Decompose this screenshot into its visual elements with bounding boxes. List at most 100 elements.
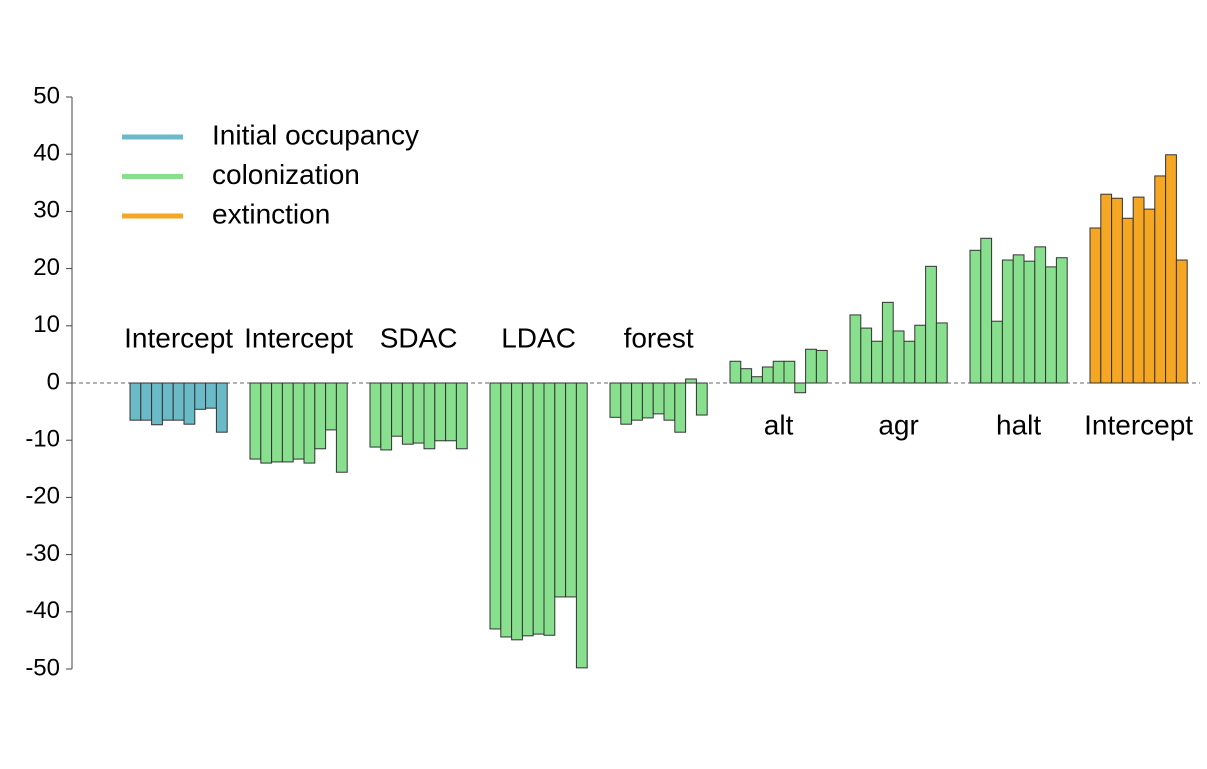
bar	[925, 265, 937, 384]
y-tick-label: -20	[25, 483, 60, 510]
bar	[980, 237, 993, 384]
bar	[455, 382, 468, 450]
bar	[641, 382, 654, 419]
bar	[1055, 257, 1068, 384]
bar	[369, 382, 382, 448]
group-label: forest	[624, 322, 694, 353]
y-tick-label: 50	[33, 82, 60, 109]
bar	[172, 382, 185, 421]
bar	[205, 382, 217, 409]
bar	[685, 378, 697, 384]
bar	[794, 382, 807, 394]
y-tick-label: -50	[25, 654, 60, 681]
bar	[281, 382, 294, 463]
group-label: Intercept	[124, 322, 233, 353]
bar	[183, 382, 196, 425]
bar	[1100, 193, 1113, 384]
bar	[151, 382, 163, 426]
bar	[1132, 196, 1145, 384]
bar	[271, 382, 283, 463]
bar	[249, 382, 262, 460]
bar	[892, 330, 905, 384]
y-tick-label: 40	[33, 140, 60, 167]
group-label: LDAC	[501, 322, 576, 353]
bar	[772, 360, 785, 384]
bar	[194, 382, 207, 410]
bar	[1121, 217, 1134, 384]
bar	[1154, 175, 1167, 384]
bar	[543, 382, 556, 636]
bar	[631, 382, 643, 421]
bar	[674, 382, 687, 433]
bar	[391, 382, 403, 437]
bar	[729, 360, 742, 384]
bar	[325, 382, 337, 431]
bar	[871, 340, 883, 384]
bar	[445, 382, 457, 442]
bar	[140, 382, 153, 421]
bar	[740, 368, 753, 384]
bar	[991, 320, 1003, 384]
y-tick-label: 30	[33, 197, 60, 224]
bar	[751, 376, 763, 384]
group-label: SDAC	[380, 322, 458, 353]
bar	[565, 382, 577, 598]
bar	[1143, 208, 1156, 384]
bar	[401, 382, 414, 445]
y-tick-label: -30	[25, 540, 60, 567]
bar	[521, 382, 534, 637]
bar	[1012, 254, 1025, 384]
bar	[903, 340, 916, 384]
bar	[609, 382, 622, 418]
bar	[1175, 259, 1188, 384]
bar	[881, 301, 894, 384]
bar	[575, 382, 588, 669]
bar	[412, 382, 425, 444]
legend-label: Initial occupancy	[212, 119, 419, 150]
bar	[423, 382, 436, 450]
bar	[1165, 154, 1177, 384]
bar	[489, 382, 502, 630]
legend-label: extinction	[212, 198, 330, 229]
bar	[260, 382, 273, 464]
bar	[663, 382, 676, 421]
y-tick-label: -40	[25, 597, 60, 624]
bar	[1089, 227, 1102, 384]
bar	[380, 382, 393, 451]
legend-label: colonization	[212, 159, 360, 190]
bar	[860, 327, 873, 384]
bar	[500, 382, 513, 638]
bar	[434, 382, 447, 442]
bar	[303, 382, 316, 464]
bar	[1023, 260, 1036, 384]
bar	[761, 366, 774, 384]
bar	[1111, 197, 1123, 384]
y-tick-label: 0	[47, 368, 60, 395]
group-label: agr	[878, 409, 918, 440]
y-tick-label: -10	[25, 426, 60, 453]
bar	[1045, 266, 1057, 384]
bar	[620, 382, 633, 425]
bar	[805, 348, 817, 384]
bar	[129, 382, 142, 421]
group-label: Intercept	[244, 322, 353, 353]
bar	[314, 382, 327, 450]
bar	[849, 314, 862, 384]
bar	[532, 382, 545, 635]
bar	[783, 360, 796, 384]
group-label: alt	[764, 409, 794, 440]
bar	[511, 382, 523, 641]
bar	[292, 382, 305, 460]
bar	[215, 382, 228, 433]
y-tick-label: 20	[33, 254, 60, 281]
bar	[914, 324, 927, 384]
bar	[1001, 259, 1014, 384]
bar	[652, 382, 665, 415]
bar	[554, 382, 567, 598]
bar	[1034, 246, 1047, 384]
bar	[935, 322, 948, 384]
bar	[161, 382, 174, 421]
group-label: Intercept	[1084, 409, 1193, 440]
y-tick-label: 10	[33, 311, 60, 338]
